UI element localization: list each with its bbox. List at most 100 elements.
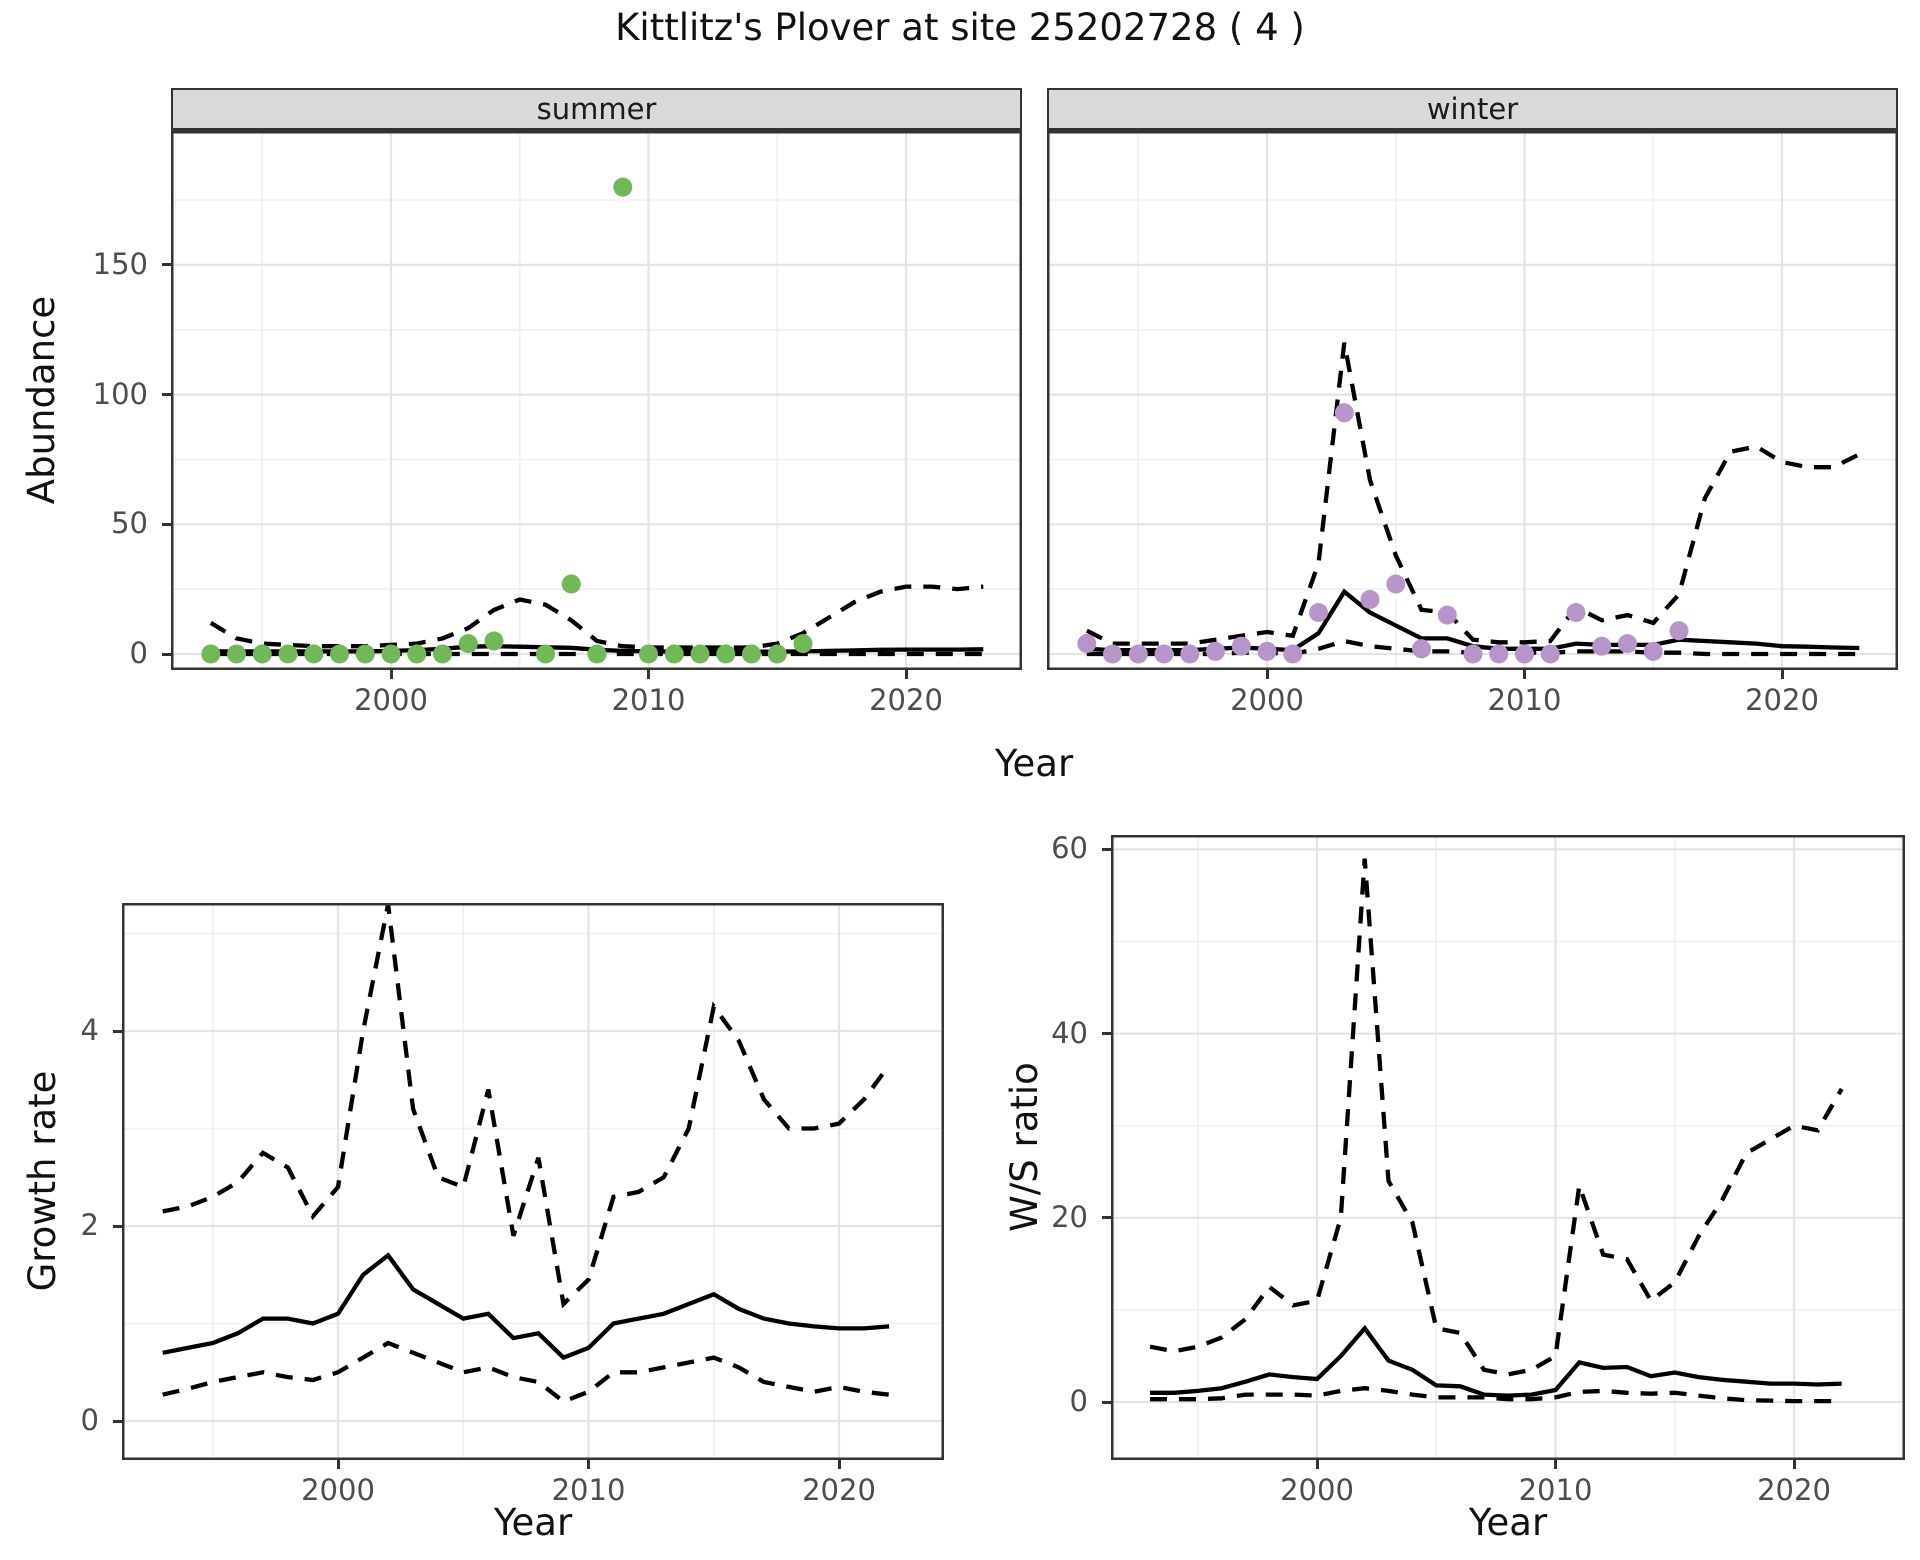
abundance_winter-observation-point	[1231, 636, 1251, 656]
winter-abundance-panel	[1047, 131, 1898, 670]
x-tick-label: 2010	[1518, 1473, 1593, 1507]
y-tick-mark	[1102, 847, 1111, 851]
y-tick-label: 2	[80, 1208, 99, 1242]
y-tick-label: 0	[1069, 1384, 1088, 1418]
x-tick-mark	[1780, 670, 1784, 679]
x-tick-mark	[1792, 1460, 1796, 1469]
y-tick-label: 100	[92, 376, 148, 411]
abundance_summer-observation-point	[330, 644, 349, 664]
ws-ratio-panel	[1111, 835, 1905, 1460]
y-tick-mark	[113, 1029, 122, 1033]
y-tick-mark	[162, 263, 171, 267]
abundance_winter-observation-point	[1180, 644, 1200, 664]
abundance_summer-observation-point	[227, 644, 246, 664]
x-tick-mark	[1315, 1460, 1319, 1469]
growth_rate-fit-line	[162, 1252, 890, 1361]
page-title: Kittlitz's Plover at site 25202728 ( 4 )	[615, 6, 1305, 49]
abundance_winter-observation-point	[1334, 403, 1354, 423]
x-tick-label: 2020	[802, 1473, 876, 1507]
x-tick-mark	[1554, 1460, 1557, 1469]
abundance_winter-observation-point	[1128, 644, 1148, 664]
abundance_summer-observation-point	[278, 644, 298, 664]
abundance_winter-observation-point	[1412, 639, 1431, 659]
abundance_winter-observation-point	[1489, 644, 1509, 664]
summer-abundance-panel	[171, 131, 1022, 670]
abundance_winter-observation-point	[1309, 603, 1328, 622]
x-tick-label: 2020	[1745, 683, 1819, 717]
abundance_winter-observation-point	[1206, 641, 1225, 661]
abundance_summer-observation-point	[639, 644, 658, 664]
abundance_winter-upper_ci-line	[1085, 342, 1861, 646]
abundance_winter-observation-point	[1154, 644, 1174, 664]
abundance_winter-observation-point	[1669, 621, 1689, 641]
y-tick-mark	[162, 522, 171, 526]
abundance_winter-observation-point	[1540, 644, 1560, 664]
abundance_summer-observation-point	[690, 644, 710, 664]
y-tick-label: 40	[1051, 1015, 1088, 1050]
abundance_summer-observation-point	[793, 634, 813, 654]
abundance_summer-observation-point	[767, 644, 787, 664]
x-tick-mark	[647, 670, 650, 679]
y-tick-mark	[1102, 1216, 1111, 1220]
abundance_summer-observation-point	[458, 634, 478, 654]
abundance_summer-observation-point	[536, 644, 555, 664]
abundance_winter-observation-point	[1463, 644, 1483, 664]
growth_rate-lower_ci-line	[162, 1340, 890, 1404]
ws-x-axis-title: Year	[1468, 1501, 1548, 1544]
y-tick-mark	[113, 1224, 122, 1228]
abundance_summer-observation-point	[561, 574, 581, 594]
y-tick-label: 4	[80, 1013, 99, 1047]
y-tick-label: 0	[129, 636, 148, 670]
abundance_winter-observation-point	[1643, 641, 1663, 661]
abundance_winter-observation-point	[1437, 605, 1457, 625]
ws_ratio-upper_ci-line	[1149, 858, 1844, 1377]
x-tick-mark	[837, 1460, 841, 1469]
abundance_winter-observation-point	[1103, 644, 1122, 664]
x-tick-label: 2000	[1280, 1473, 1354, 1507]
abundance_winter-observation-point	[1566, 603, 1586, 622]
x-tick-label: 2020	[869, 683, 943, 717]
growth-x-axis-title: Year	[493, 1501, 573, 1544]
y-tick-mark	[1102, 1032, 1111, 1036]
abundance_winter-observation-point	[1618, 634, 1637, 654]
abundance_summer-observation-point	[613, 177, 633, 197]
x-tick-label: 2000	[354, 683, 428, 717]
y-tick-mark	[113, 1419, 122, 1423]
abundance_summer-observation-point	[355, 644, 375, 664]
growth-y-axis-title: Growth rate	[21, 1070, 64, 1292]
abundance_winter-observation-point	[1283, 644, 1303, 664]
abundance_winter-observation-point	[1515, 644, 1534, 664]
growth-rate-panel	[122, 903, 944, 1460]
y-tick-label: 20	[1051, 1199, 1088, 1234]
ws-y-axis-title: W/S ratio	[1003, 1062, 1046, 1232]
x-tick-mark	[336, 1460, 340, 1469]
x-tick-mark	[1523, 670, 1526, 679]
x-tick-mark	[389, 670, 393, 679]
facet-strip-winter-label: winter	[1426, 92, 1519, 126]
abundance_summer-observation-point	[252, 644, 272, 664]
x-tick-label: 2010	[1487, 683, 1562, 717]
x-tick-mark	[1265, 670, 1269, 679]
abundance_summer-observation-point	[433, 644, 452, 664]
abundance_summer-observation-point	[587, 644, 607, 664]
abundance_summer-observation-point	[716, 644, 736, 664]
x-tick-mark	[904, 670, 908, 679]
x-tick-label: 2000	[1230, 683, 1304, 717]
abundance_summer-observation-point	[484, 631, 504, 651]
facet-strip-summer-label: summer	[536, 92, 657, 126]
y-tick-label: 0	[80, 1403, 99, 1437]
abundance_summer-observation-point	[381, 644, 401, 664]
abundance_summer-observation-point	[664, 644, 684, 664]
abundance_winter-observation-point	[1360, 590, 1380, 609]
y-tick-mark	[162, 652, 171, 656]
ws_ratio-fit-line	[1150, 1324, 1842, 1398]
y-tick-mark	[162, 393, 171, 397]
growth_rate-upper_ci-line	[162, 903, 891, 1309]
abundance_summer-observation-point	[742, 644, 761, 664]
abundance_winter-observation-point	[1077, 634, 1097, 654]
facet-strip-summer: summer	[171, 88, 1022, 131]
abundance_summer-observation-point	[407, 644, 427, 664]
x-tick-label: 2010	[611, 683, 686, 717]
y-tick-label: 150	[92, 246, 148, 281]
